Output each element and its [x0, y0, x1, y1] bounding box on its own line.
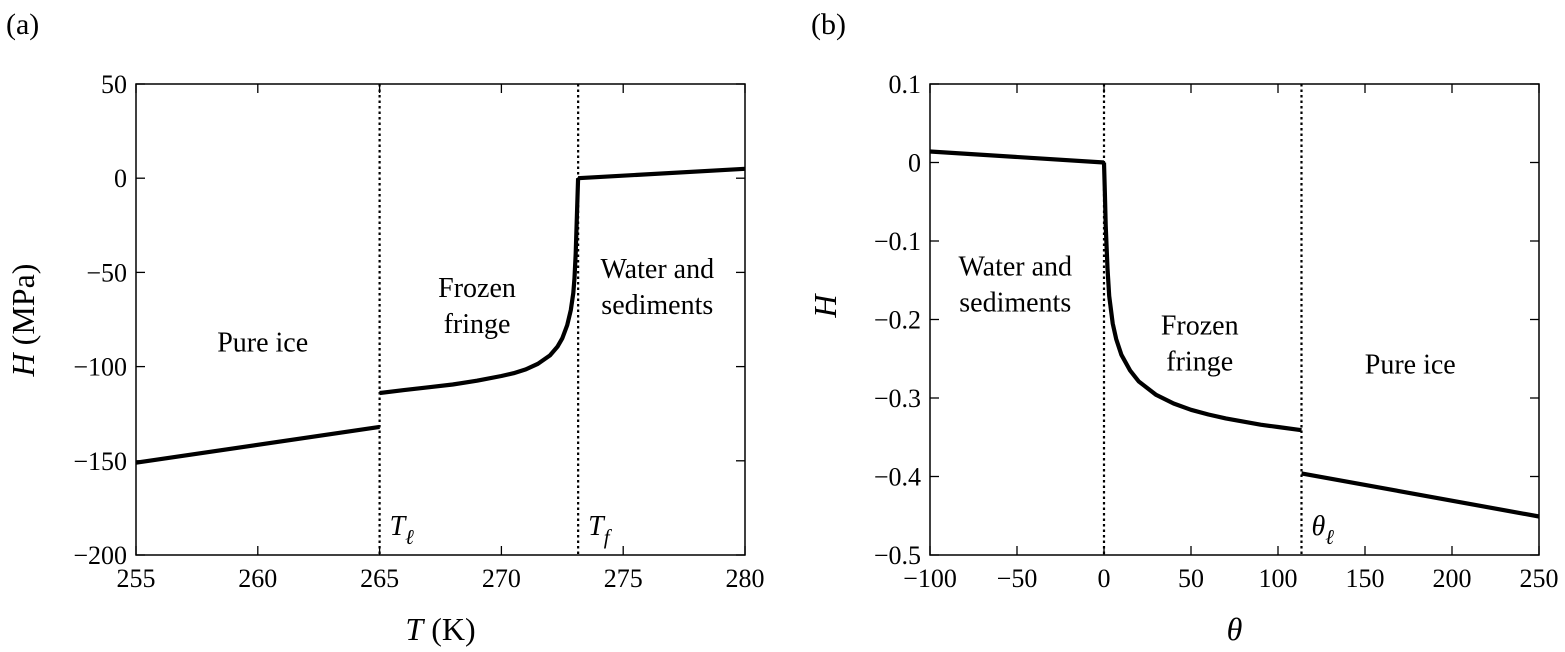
region-label-line: fringe: [1166, 346, 1233, 377]
boundary-label: Tf: [588, 511, 613, 549]
y-tick-label: −0.5: [874, 541, 921, 570]
x-tick-label: 265: [360, 564, 399, 593]
x-tick-label: 255: [117, 564, 156, 593]
series-frozen-fringe: [1101, 162, 1302, 433]
series-pure-ice: [135, 424, 380, 465]
x-tick-label: 50: [1178, 564, 1204, 593]
region-label: Pure ice: [217, 328, 308, 359]
boundary-label-sub: ℓ: [1325, 525, 1334, 549]
x-tick-label: 100: [1259, 564, 1298, 593]
x-tick-label: 270: [482, 564, 521, 593]
x-tick-label: 275: [604, 564, 643, 593]
series-water-sediments: [577, 166, 746, 181]
y-tick-label: 0: [908, 149, 921, 178]
region-label: Pure ice: [1365, 350, 1456, 381]
x-axis-symbol: T: [405, 611, 425, 647]
region-label-line: Pure ice: [217, 328, 308, 359]
y-axis-symbol: H: [5, 351, 41, 377]
x-axis-unit: (K): [423, 611, 475, 647]
series-water-sediments: [929, 149, 1105, 165]
x-axis-label: T (K): [405, 611, 475, 647]
x-tick-label: 280: [726, 564, 765, 593]
region-label-line: Frozen: [438, 273, 516, 304]
region-label: Water and sediments: [958, 252, 1072, 319]
x-tick-label: 200: [1433, 564, 1472, 593]
y-tick-label: −0.3: [874, 384, 921, 413]
region-label-line: Pure ice: [1365, 350, 1456, 381]
y-tick-label: −0.4: [874, 463, 921, 492]
y-tick-label: −0.2: [874, 306, 921, 335]
region-label-line: Water and: [958, 252, 1072, 283]
x-tick-label: 0: [1098, 564, 1111, 593]
y-tick-label: −150: [73, 447, 127, 476]
boundary-label: Tℓ: [390, 511, 415, 549]
region-label: Frozen fringe: [438, 273, 516, 340]
y-tick-label: −50: [86, 258, 127, 287]
x-axis-label: θ: [1227, 611, 1243, 647]
boundary-label-sub: f: [604, 525, 613, 549]
y-tick-label: 0.1: [889, 70, 922, 99]
boundary-label-sub: ℓ: [405, 525, 414, 549]
region-label: Water and sediments: [601, 254, 715, 321]
y-tick-label: 0: [114, 164, 127, 193]
region-label-line: sediments: [601, 290, 713, 321]
plot-frame: [135, 83, 746, 556]
region-label-line: Frozen: [1161, 310, 1239, 341]
y-axis-unit: (MPa): [5, 264, 41, 354]
series-frozen-fringe: [379, 178, 581, 396]
y-tick-label: −0.1: [874, 227, 921, 256]
chart-panel-b: (b)θℓ−100 −50 0 50 100 150 200 2500.10−0.1−0.2−…: [807, 8, 1559, 647]
y-tick-label: −200: [73, 541, 127, 570]
boundary-label: θℓ: [1311, 511, 1334, 549]
y-axis-label: H: [807, 293, 843, 319]
x-tick-label: 250: [1520, 564, 1559, 593]
panel-label: (b): [811, 8, 846, 41]
region-label-line: sediments: [959, 288, 1071, 319]
x-tick-label: 150: [1346, 564, 1385, 593]
x-tick-label: −50: [997, 564, 1038, 593]
region-label-line: fringe: [444, 309, 511, 340]
y-tick-label: 50: [101, 70, 127, 99]
region-label: Frozen fringe: [1161, 310, 1239, 377]
x-axis-symbol: θ: [1227, 611, 1243, 647]
region-label-line: Water and: [601, 254, 715, 285]
y-axis-label: H (MPa): [5, 264, 41, 378]
x-tick-label: −100: [903, 564, 957, 593]
panel-label: (a): [6, 8, 39, 41]
y-axis-symbol: H: [807, 293, 843, 319]
chart-panel-a: (a) Tℓ Tf 255 260 265 270 275 280 50 0 −50 −100 −150 −…: [5, 8, 765, 647]
y-tick-label: −100: [73, 353, 127, 382]
series-pure-ice: [1301, 471, 1540, 519]
x-tick-label: 260: [238, 564, 277, 593]
